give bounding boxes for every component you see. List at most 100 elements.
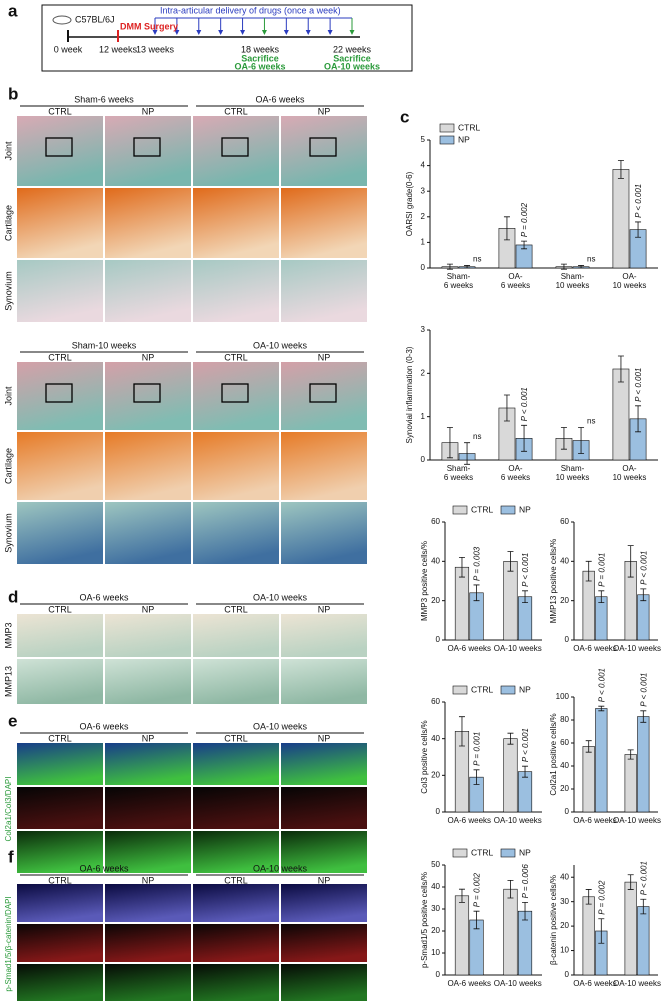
row-label: Joint <box>3 386 13 406</box>
y-tick-label: 1 <box>421 412 426 421</box>
micrograph <box>281 188 367 258</box>
sacrifice-group: OA-6 weeks <box>234 61 285 71</box>
micrograph <box>193 432 279 500</box>
error-bar <box>640 588 647 602</box>
roi-box <box>309 137 337 157</box>
micrograph <box>193 260 279 322</box>
error-bar <box>507 880 514 899</box>
micrograph <box>281 362 367 430</box>
column-header: CTRL <box>48 604 72 614</box>
stain-label: Col2a1/Col3/DAPI <box>4 777 13 842</box>
annotation: P = 0.006 <box>521 864 530 899</box>
micrograph <box>105 743 191 785</box>
micrograph <box>17 964 103 1001</box>
bar <box>612 368 630 461</box>
strain: C57BL/6J <box>75 14 115 24</box>
arrow-head <box>196 30 202 35</box>
y-tick-label: 2 <box>421 368 426 377</box>
micrograph <box>105 884 191 922</box>
micrograph <box>193 884 279 922</box>
legend-swatch <box>439 123 455 133</box>
error-bar <box>578 265 585 269</box>
bar <box>612 169 630 269</box>
micrograph <box>105 659 191 704</box>
x-tick-label: Sham-10 weeks <box>556 464 590 482</box>
error-bar <box>598 918 605 944</box>
arrow-head <box>283 30 289 35</box>
column-header: CTRL <box>224 106 248 116</box>
bar <box>582 746 595 813</box>
error-bar <box>464 442 471 465</box>
column-header: CTRL <box>224 352 248 362</box>
error-bar <box>598 590 605 604</box>
y-tick-label: 40 <box>431 734 440 743</box>
error-bar <box>446 427 453 459</box>
micrograph <box>17 787 103 829</box>
panel-letter: d <box>8 587 18 606</box>
sacrifice: Sacrifice <box>333 53 371 63</box>
bar <box>517 771 533 813</box>
bar <box>637 594 650 641</box>
delivery-arrows <box>152 17 355 35</box>
micrograph <box>281 884 367 922</box>
x-tick-label: OA-6 weeks <box>447 644 491 653</box>
micrograph <box>105 787 191 829</box>
roi-box <box>45 383 73 403</box>
y-tick-label: 20 <box>560 784 569 793</box>
legend-label: CTRL <box>471 847 493 857</box>
micrograph <box>281 924 367 962</box>
micrograph <box>17 362 103 430</box>
micrograph <box>17 614 103 657</box>
y-axis-label: Col2a1 positive cells/% <box>549 713 558 795</box>
error-bar <box>473 769 480 785</box>
legend-swatch <box>439 135 455 145</box>
group-header: OA-10 weeks <box>253 340 308 350</box>
error-bar <box>598 705 605 712</box>
y-axis-label: Synovial inflammation (0-3) <box>405 346 414 443</box>
column-header: CTRL <box>224 733 248 743</box>
micrograph <box>17 659 103 704</box>
time-point: 0 week <box>54 44 83 54</box>
roi-box <box>221 383 249 403</box>
error-bar <box>585 740 592 753</box>
sacrifice: Sacrifice <box>241 53 279 63</box>
bar <box>517 910 533 976</box>
micrograph <box>193 362 279 430</box>
row-label: Cartilage <box>3 448 13 484</box>
micrograph <box>105 260 191 322</box>
micrograph <box>193 831 279 873</box>
x-tick-label: OA-6 weeks <box>447 979 491 988</box>
legend-label: NP <box>519 504 531 514</box>
bar <box>503 888 518 976</box>
y-tick-label: 3 <box>421 186 426 195</box>
micrograph <box>105 614 191 657</box>
bar <box>582 570 595 641</box>
error-bar <box>585 889 592 905</box>
y-tick-label: 60 <box>431 517 440 526</box>
micrograph <box>105 362 191 430</box>
legend-label: NP <box>458 134 470 144</box>
x-tick-label: OA-10 weeks <box>613 979 661 988</box>
column-header: NP <box>318 604 331 614</box>
micrograph <box>281 743 367 785</box>
y-axis-label: OARSI grade(0-6) <box>405 171 414 236</box>
error-bar <box>617 355 624 383</box>
roi-box <box>221 137 249 157</box>
x-tick-label: OA-6 weeks <box>501 272 530 290</box>
column-header: CTRL <box>224 875 248 885</box>
micrograph <box>105 188 191 258</box>
annotation: P = 0.003 <box>473 546 482 581</box>
panel-letter: e <box>8 711 17 730</box>
legend-label: CTRL <box>471 684 493 694</box>
micrograph <box>105 964 191 1001</box>
column-header: NP <box>142 733 155 743</box>
error-bar <box>627 545 634 578</box>
y-axis-label: Col3 positive cells/% <box>420 720 429 793</box>
error-bar <box>635 405 642 433</box>
x-tick-label: OA-10 weeks <box>613 816 661 825</box>
annotation: P < 0.001 <box>520 387 529 421</box>
delivery: Intra-articular delivery of drugs (once … <box>160 5 341 15</box>
column-header: CTRL <box>48 875 72 885</box>
panel-letter: a <box>8 1 18 20</box>
row-label: Synovium <box>3 513 13 553</box>
